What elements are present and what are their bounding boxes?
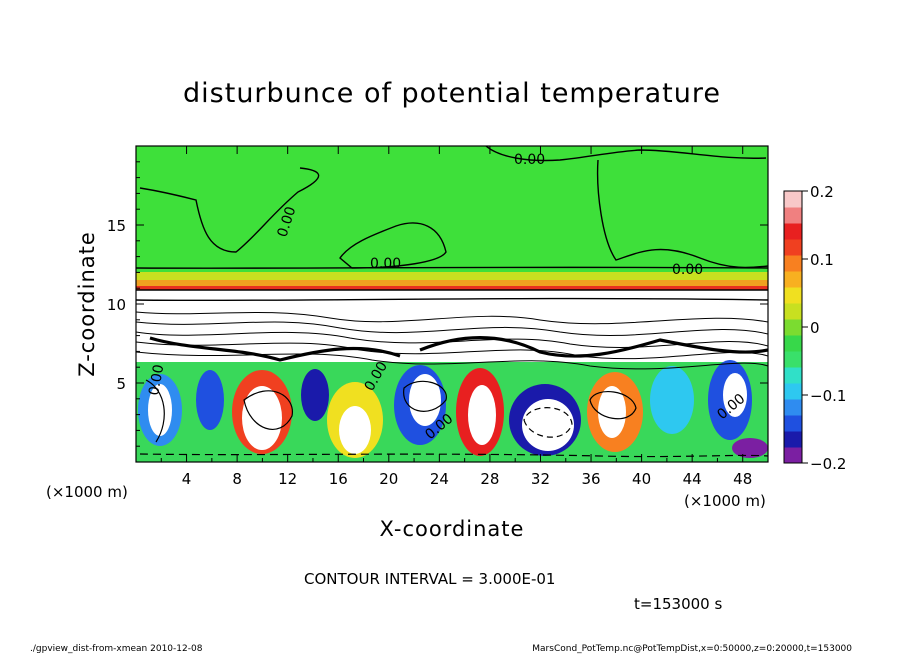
x-tick-label: 32 [531,470,550,488]
field-band-orange [136,280,768,286]
time-label: t=153000 s [634,595,722,613]
y-axis-unit: (×1000 m) [46,483,128,501]
colorbar [784,191,802,464]
x-tick-label: 12 [278,470,297,488]
contour-label-8: 0.00 [146,363,167,396]
x-tick-label: 36 [581,470,600,488]
x-tick-label: 16 [329,470,348,488]
colorbar-segment [784,383,802,400]
y-tick-label: 10 [107,296,126,314]
chart-title: disturbunce of potential temperature [183,78,721,109]
x-axis-ticks: 4 8 12 16 20 24 28 32 36 40 44 48 [160,146,752,488]
y-axis-label: Z-coordinate [75,231,99,377]
y-axis-ticks: 5 10 15 [107,161,768,447]
x-tick-label: 8 [232,470,242,488]
contour-label-2: 0.00 [370,256,401,272]
contour-label-1: 0.00 [514,152,545,168]
colorbar-ticks: 0.2 0.1 0 −0.1 −0.2 [802,183,846,473]
x-axis-unit: (×1000 m) [684,492,766,510]
field-mixed-layer [136,290,768,362]
upper-contours [136,146,768,302]
colorbar-segment [784,223,802,240]
x-tick-label: 48 [733,470,752,488]
heatmap-field: 0.00 0.00 0.00 0.00 0.00 0.00 0.00 0.00 [136,146,768,462]
contour-label-3: 0.00 [672,262,703,278]
colorbar-tick-label: 0 [810,319,820,337]
colorbar-segment [784,399,802,416]
colorbar-segment [784,255,802,272]
colorbar-segment [784,415,802,432]
colorbar-segment [784,271,802,288]
colorbar-segment [784,447,802,464]
y-tick-label: 5 [116,375,126,393]
mixed-layer-thick-contours [149,335,768,362]
colorbar-segment [784,191,802,208]
footer-right: MarsCond_PotTemp.nc@PotTempDist,x=0:5000… [532,644,852,654]
colorbar-segment [784,207,802,224]
field-band-red [136,286,768,290]
x-tick-label: 20 [379,470,398,488]
x-axis-label: X-coordinate [380,517,525,541]
y-tick-label: 15 [107,217,126,235]
x-tick-label: 40 [632,470,651,488]
colorbar-tick-label: 0.1 [810,251,834,269]
colorbar-segment [784,319,802,336]
colorbar-segment [784,239,802,256]
x-tick-label: 44 [683,470,702,488]
x-tick-label: 4 [182,470,192,488]
colorbar-segment [784,351,802,368]
colorbar-tick-label: −0.2 [810,455,846,473]
colorbar-segment [784,287,802,304]
convective-cells [138,360,768,458]
x-tick-label: 28 [480,470,499,488]
x-tick-label: 24 [430,470,449,488]
field-band-yellow [136,272,768,280]
colorbar-segment [784,303,802,320]
colorbar-tick-label: −0.1 [810,387,846,405]
contour-interval: CONTOUR INTERVAL = 3.000E-01 [304,570,555,588]
colorbar-tick-label: 0.2 [810,183,834,201]
colorbar-segment [784,431,802,448]
footer-left: ./gpview_dist-from-xmean 2010-12-08 [30,644,203,654]
colorbar-segment [784,367,802,384]
colorbar-segment [784,335,802,352]
